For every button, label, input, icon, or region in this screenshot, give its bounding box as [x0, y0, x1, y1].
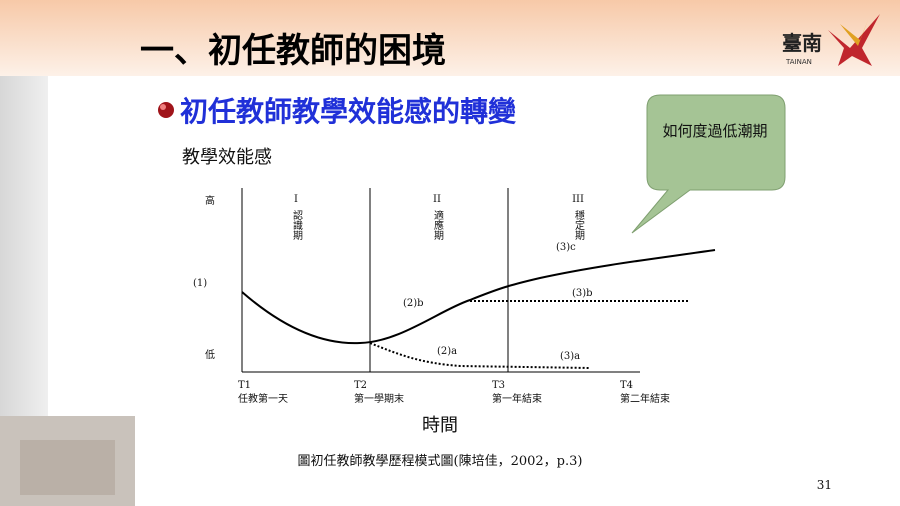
x-tick: T3 [492, 380, 505, 391]
logo-mark-accent [840, 20, 868, 46]
y-label: 低 [205, 348, 215, 361]
phase-name: 穩定期 [573, 209, 585, 241]
phase-numeral: III [572, 194, 584, 205]
subtitle: 初任教師教學效能感的轉變 [180, 95, 517, 128]
x-tick-label: 任教第一天 [238, 392, 288, 405]
curve-label: (2)a [437, 346, 457, 357]
x-tick: T2 [354, 380, 367, 391]
page-number: 31 [817, 478, 832, 492]
side-strip [0, 76, 48, 416]
curve-label: (3)b [572, 288, 593, 299]
curve-label: (3)a [560, 351, 580, 362]
y-title: 教學效能感 [182, 147, 272, 168]
title: 一、初任教師的困境 [140, 31, 446, 71]
callout-text: 如何度過低潮期 [662, 122, 768, 140]
logo-sub: TAINAN [785, 58, 812, 66]
caption: 圖初任教師教學歷程模式圖(陳培佳，2002，p.3) [298, 453, 583, 469]
curve-label: (2)b [403, 298, 424, 309]
logo-mark [828, 14, 880, 66]
bullet-shine [160, 104, 166, 110]
curve-label: (3)c [556, 242, 576, 253]
bullet [158, 102, 174, 118]
phase-numeral: I [294, 194, 298, 205]
callout-bubble [631, 94, 786, 234]
x-tick-label: 第一學期末 [354, 392, 404, 405]
phase-name: 適應期 [432, 209, 444, 241]
main-curve [241, 249, 716, 345]
y-label: 高 [205, 194, 215, 207]
x-tick-label: 第一年結束 [492, 392, 542, 405]
phase-name: 認識期 [291, 209, 303, 241]
y-label: (1) [193, 278, 207, 289]
x-tick: T1 [238, 380, 251, 391]
x-tick-label: 第二年結束 [620, 392, 670, 405]
phase-numeral: II [433, 194, 441, 205]
decline-curve [369, 342, 591, 369]
x-tick: T4 [620, 380, 633, 391]
logo-text: 臺南 [782, 31, 822, 55]
photo-detail [20, 440, 115, 495]
header-band [0, 0, 900, 76]
x-title: 時間 [422, 415, 458, 436]
